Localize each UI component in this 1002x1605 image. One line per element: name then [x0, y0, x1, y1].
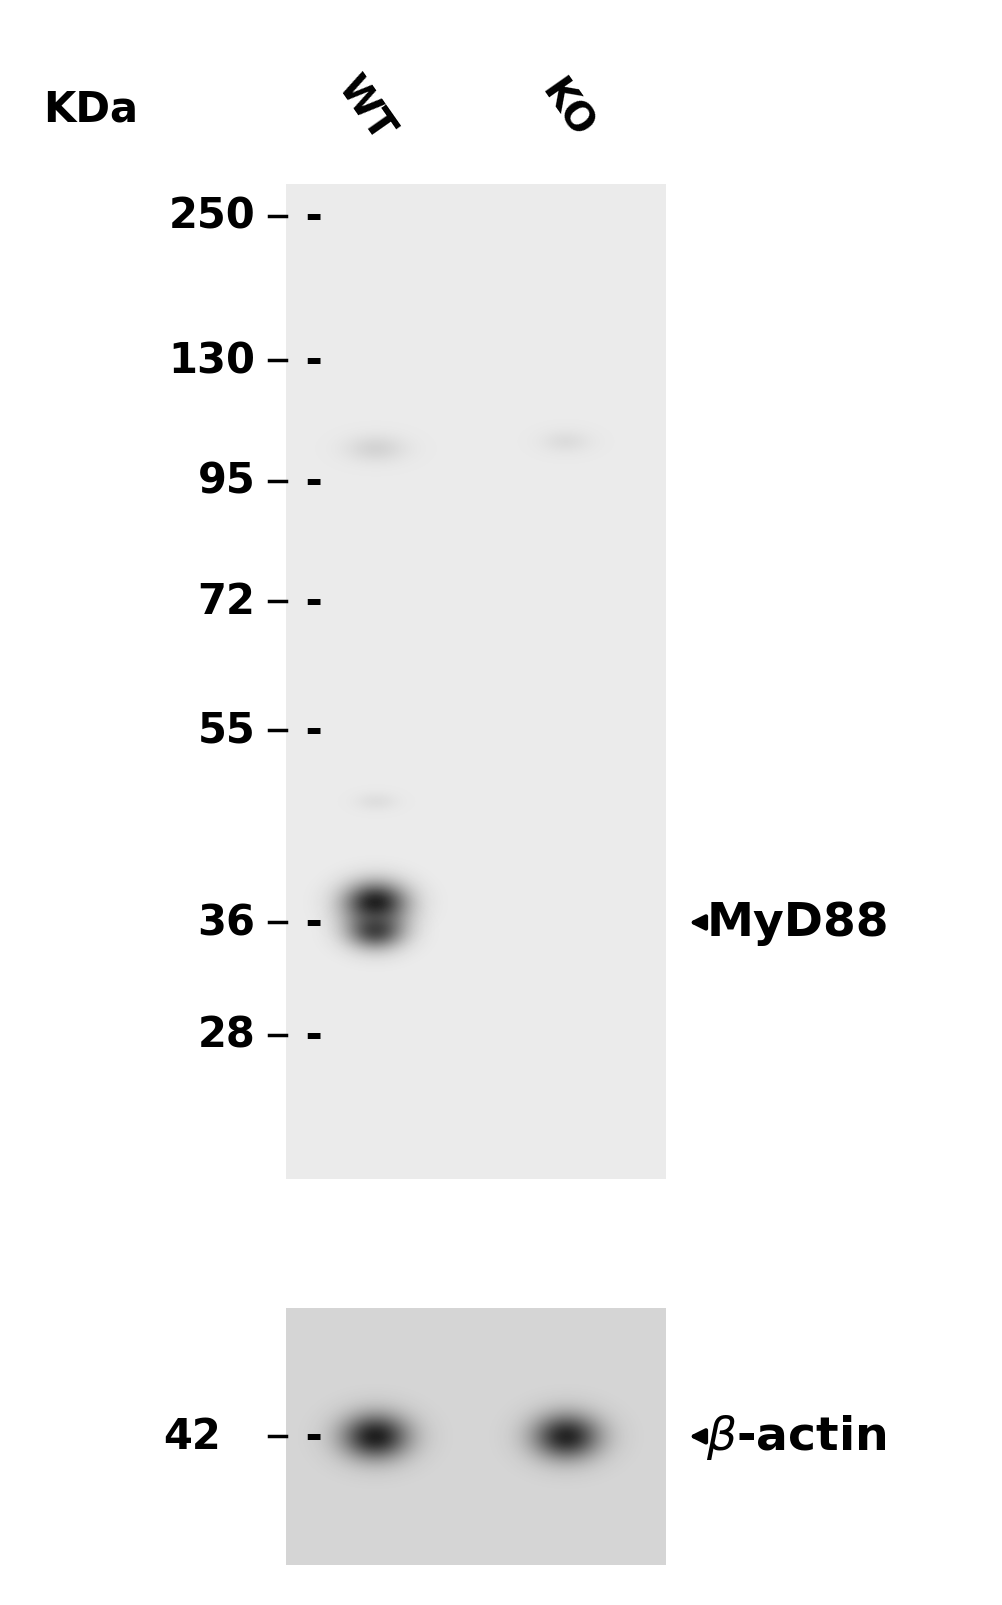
Text: -: -: [291, 902, 323, 944]
Text: -: -: [291, 581, 323, 623]
Text: $\beta$-actin: $\beta$-actin: [706, 1412, 887, 1461]
Text: 250: 250: [168, 196, 256, 238]
Text: KDa: KDa: [43, 88, 137, 130]
Text: 36: 36: [197, 902, 256, 944]
Text: -: -: [291, 461, 323, 502]
Text: 72: 72: [197, 581, 256, 623]
Text: -: -: [291, 1014, 323, 1056]
Text: -: -: [291, 709, 323, 751]
Text: 28: 28: [197, 1014, 256, 1056]
Bar: [286, 185, 666, 1180]
Text: KO: KO: [533, 74, 599, 144]
Text: WT: WT: [331, 69, 401, 149]
Text: 130: 130: [168, 340, 256, 382]
Text: -: -: [291, 196, 323, 238]
Text: 55: 55: [197, 709, 256, 751]
Text: 95: 95: [197, 461, 256, 502]
Bar: [286, 1308, 666, 1565]
Text: 42: 42: [162, 1416, 220, 1457]
Text: -: -: [291, 1416, 323, 1457]
Text: MyD88: MyD88: [706, 900, 889, 945]
Text: -: -: [291, 340, 323, 382]
